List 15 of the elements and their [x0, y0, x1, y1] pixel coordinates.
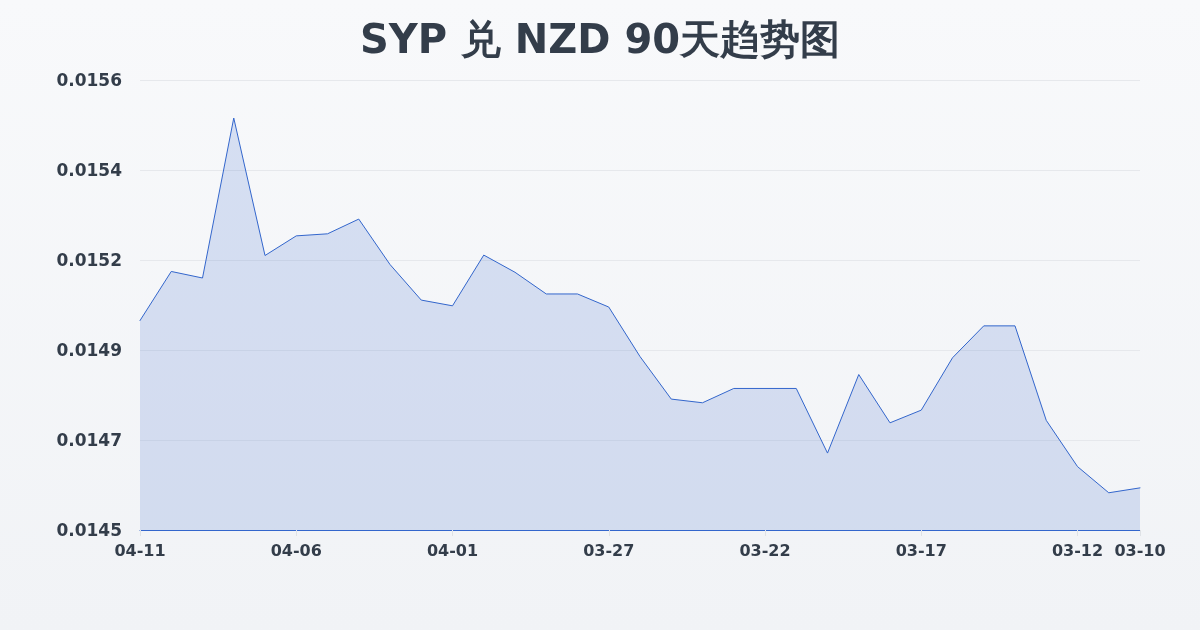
chart-title: SYP 兑 NZD 90天趋势图: [359, 16, 841, 62]
x-tick-label: 03-27: [583, 540, 635, 560]
y-tick-label: 0.0145: [56, 520, 122, 540]
y-tick-label: 0.0149: [56, 340, 122, 360]
x-tick-label: 04-11: [114, 540, 166, 560]
x-tick-label: 03-12: [1051, 540, 1104, 560]
y-tick-label: 0.0154: [56, 160, 123, 180]
y-tick-label: 0.0152: [56, 250, 122, 270]
x-tick-label: 04-01: [426, 540, 479, 560]
y-tick-label: 0.0156: [56, 70, 122, 90]
x-tick-label: 03-10: [1114, 540, 1166, 560]
y-tick-label: 0.0147: [56, 430, 122, 450]
x-tick-label: 04-06: [270, 540, 322, 560]
x-tick-label: 03-22: [739, 540, 791, 560]
x-tick-label: 03-17: [895, 540, 947, 560]
